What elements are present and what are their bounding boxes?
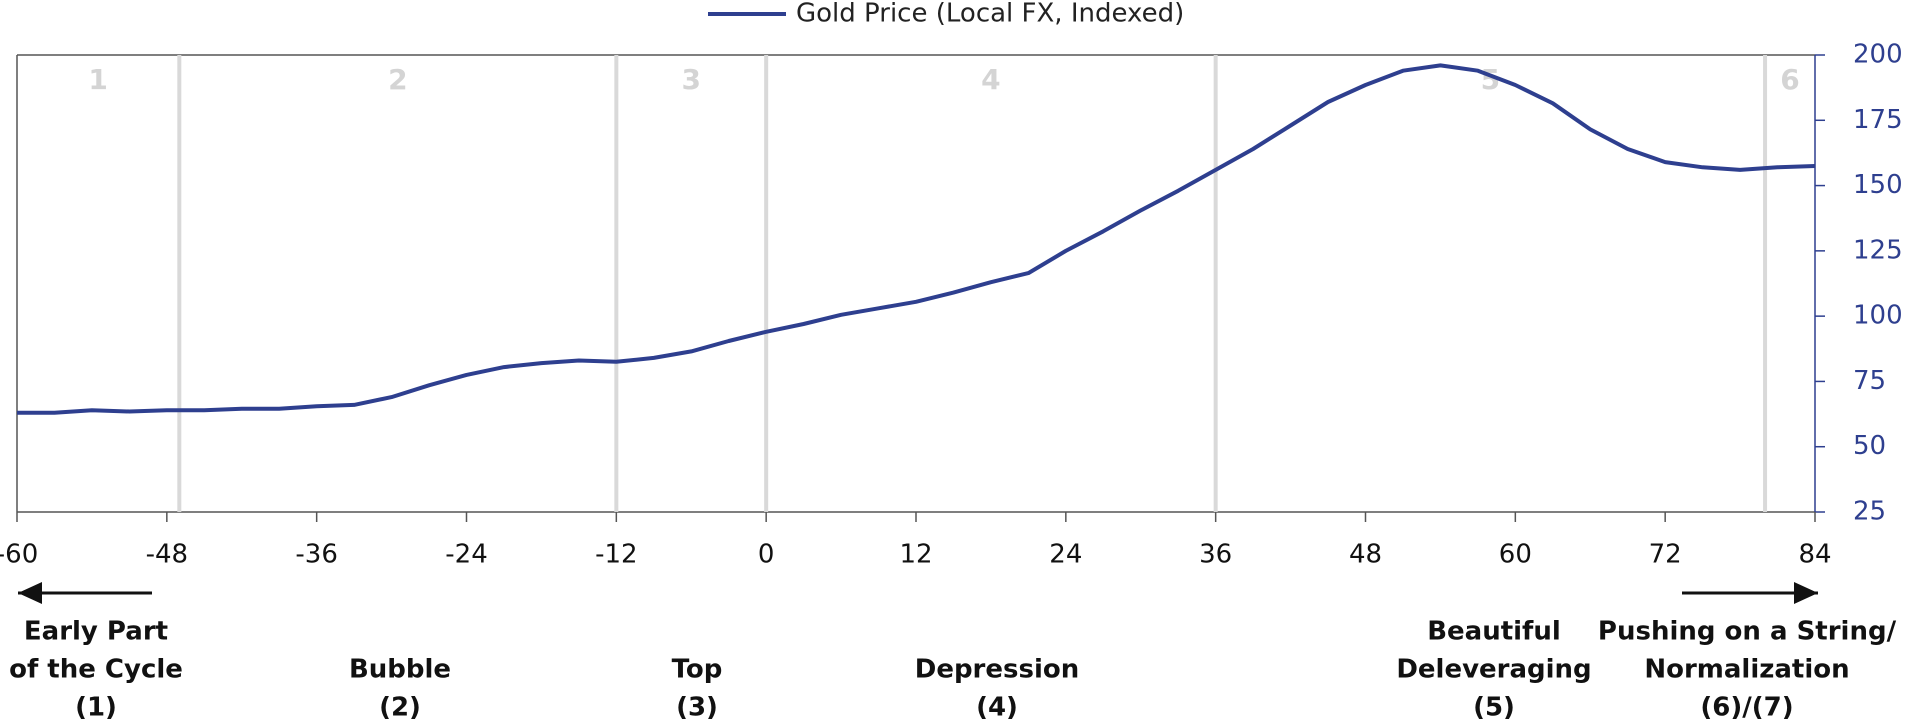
y-tick-label: 125: [1853, 235, 1903, 265]
x-tick-label: 48: [1349, 540, 1382, 570]
y-tick-label: 50: [1853, 431, 1886, 461]
phase-label: 6: [1780, 63, 1799, 96]
phase-annotation: Pushing on a String/: [1598, 617, 1897, 647]
y-tick-label: 200: [1853, 40, 1903, 70]
x-tick-label: -36: [295, 540, 337, 570]
y-tick-label: 25: [1853, 497, 1886, 527]
y-tick-label: 150: [1853, 170, 1903, 200]
y-tick-label: 100: [1853, 301, 1903, 331]
phase-annotation: Top: [672, 655, 723, 685]
x-tick-label: 0: [758, 540, 775, 570]
data-line: [17, 63, 1816, 415]
x-tick-label: 36: [1199, 540, 1232, 570]
phase-annotation: of the Cycle: [9, 655, 183, 685]
legend-label: Gold Price (Local FX, Indexed): [796, 0, 1184, 29]
x-tick-label: 60: [1499, 540, 1532, 570]
phase-annotation: Depression: [915, 655, 1080, 685]
y-tick-label: 175: [1853, 105, 1903, 135]
x-tick-label: -12: [595, 540, 637, 570]
x-tick-label: -60: [0, 540, 38, 570]
x-tick-label: 24: [1049, 540, 1082, 570]
phase-label: 2: [388, 63, 407, 96]
x-tick-label: -24: [445, 540, 487, 570]
phase-annotation: Early Part: [24, 617, 168, 647]
arrow-head: [1794, 582, 1818, 604]
phase-annotation: (4): [976, 693, 1018, 723]
phase-annotation: (5): [1473, 693, 1515, 723]
phase-label: 3: [682, 63, 701, 96]
phase-annotation: Normalization: [1644, 655, 1849, 685]
phase-label: 1: [88, 63, 107, 96]
arrow-head: [18, 582, 42, 604]
x-tick-label: 72: [1649, 540, 1682, 570]
phase-annotation: Beautiful: [1427, 617, 1561, 647]
phase-annotation: Deleveraging: [1396, 655, 1591, 685]
phase-annotation: (2): [379, 693, 421, 723]
phase-annotation: Bubble: [349, 655, 451, 685]
x-tick-label: -48: [146, 540, 188, 570]
y-tick-label: 75: [1853, 366, 1886, 396]
x-tick-label: 84: [1798, 540, 1831, 570]
phase-label: 4: [981, 63, 1000, 96]
phase-annotation: (1): [75, 693, 117, 723]
phase-label: 5: [1481, 63, 1500, 96]
phase-annotation: (6)/(7): [1700, 693, 1793, 723]
phase-annotation: (3): [676, 693, 718, 723]
x-tick-label: 12: [899, 540, 932, 570]
